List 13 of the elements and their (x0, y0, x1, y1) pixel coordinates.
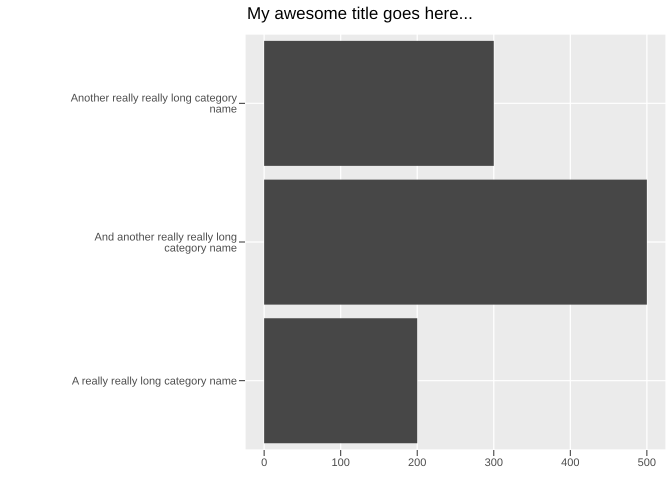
bar (264, 40, 494, 166)
x-tick-label: 400 (561, 456, 580, 469)
x-tick-label: 500 (638, 456, 656, 469)
y-tick-label: And another really really long category name (94, 231, 237, 254)
bar (264, 180, 647, 305)
y-tick-label: Another really really long category name (70, 92, 238, 116)
x-tick-label: 100 (332, 456, 350, 469)
y-tick-label: A really really long category name (72, 376, 237, 388)
x-tick-label: 0 (261, 456, 268, 469)
x-tick-label: 300 (484, 456, 503, 469)
x-tick-label: 200 (408, 456, 426, 469)
bar (264, 318, 418, 444)
chart-title: My awesome title goes here... (247, 4, 473, 24)
